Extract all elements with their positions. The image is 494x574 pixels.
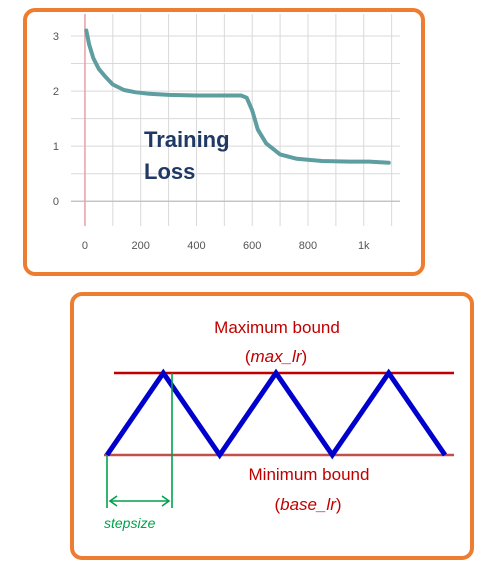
training-loss-line <box>84 28 391 165</box>
x-tick-label: 800 <box>299 240 317 252</box>
min-bound-sublabel: (base_lr) <box>274 495 341 514</box>
x-tick-label: 400 <box>187 240 205 252</box>
y-tick-label: 3 <box>53 31 59 43</box>
step-arrow-left-head <box>108 495 118 507</box>
x-tick-label: 1k <box>358 240 370 252</box>
stepsize-label: stepsize <box>104 515 156 531</box>
min-bound-label: Minimum bound <box>249 465 370 484</box>
triangular-lr-line <box>104 368 448 460</box>
stepsize-bracket <box>106 373 173 508</box>
max-bound-label: Maximum bound <box>214 318 340 337</box>
x-tick-label: 600 <box>243 240 261 252</box>
base-lr-label: base_lr <box>280 495 337 514</box>
training-label: Training <box>144 127 230 152</box>
x-tick-label: 0 <box>82 240 88 252</box>
max-bound-sublabel: (max_lr) <box>245 347 307 366</box>
max-lr-label: max_lr <box>250 347 302 366</box>
y-tick-label: 0 <box>53 196 59 208</box>
x-tick-label: 200 <box>132 240 150 252</box>
y-tick-label: 1 <box>53 141 59 153</box>
y-tick-label: 2 <box>53 86 59 98</box>
cyclical-lr-panel <box>70 292 474 560</box>
loss-label: Loss <box>144 159 195 184</box>
step-arrow-right-head <box>161 495 171 507</box>
